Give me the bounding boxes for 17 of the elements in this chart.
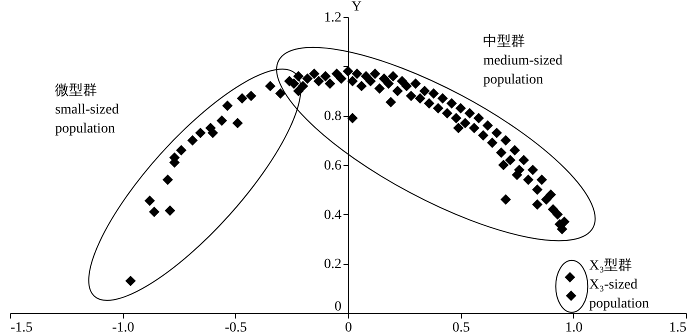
- y-tick-label: 0.6: [324, 158, 342, 174]
- x-tick-label: 1.5: [669, 320, 686, 336]
- annotation: X₃型群 X₃-sized population: [589, 258, 649, 312]
- annotation: 微型群 small-sized population: [55, 82, 119, 137]
- y-tick-label: 0: [334, 300, 342, 314]
- annotation: 中型群 medium-sized population: [483, 33, 563, 88]
- y-tick-label: 1.2: [324, 10, 342, 26]
- x-tick-label: 0.5: [452, 320, 470, 336]
- y-tick-label: 0.2: [324, 257, 342, 272]
- y-tick-label: 0.4: [324, 208, 342, 223]
- x-tick-label: -1.0: [112, 320, 134, 336]
- x-tick-label: -1.5: [10, 320, 33, 336]
- y-tick-label: 0.8: [324, 109, 342, 124]
- y-axis-title: Y: [351, 0, 362, 14]
- x-tick-label: 0: [345, 320, 352, 336]
- x-tick-label: -0.5: [224, 320, 247, 336]
- x-tick-label: 1.0: [565, 320, 583, 336]
